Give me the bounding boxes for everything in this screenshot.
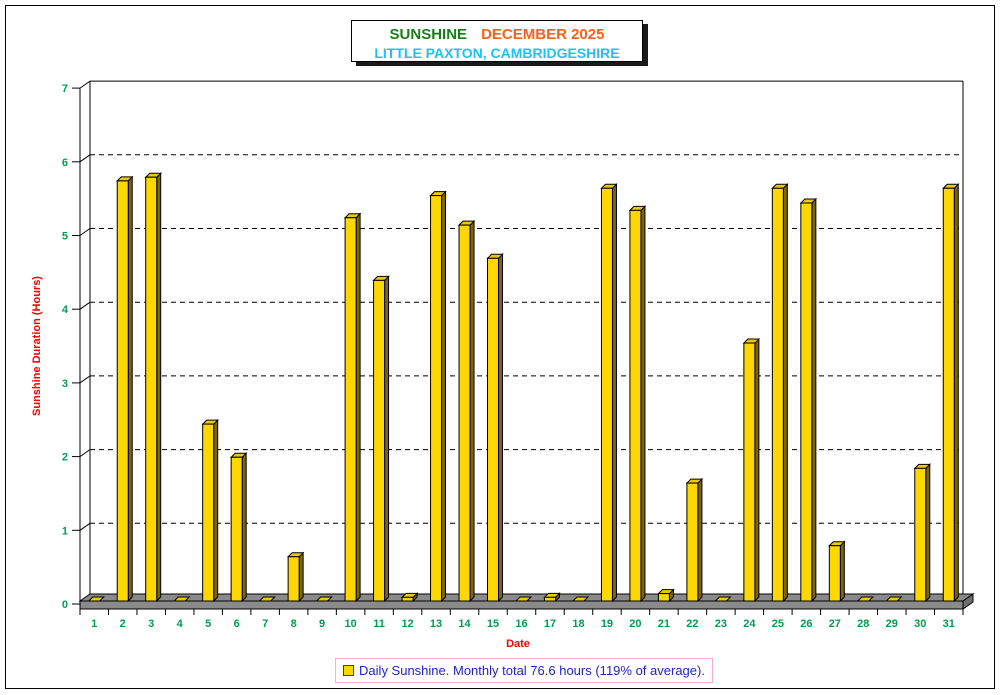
chart-legend: Daily Sunshine. Monthly total 76.6 hours… [335, 658, 713, 683]
bar-day-12 [400, 592, 419, 603]
x-tick-25: 25 [772, 618, 784, 630]
bar-day-1 [87, 596, 105, 602]
x-tick-4: 4 [177, 618, 184, 630]
x-tick-8: 8 [291, 618, 297, 630]
y-tick-0: 0 [62, 599, 68, 611]
x-tick-15: 15 [487, 618, 499, 630]
x-tick-7: 7 [262, 618, 268, 630]
bar-day-20 [628, 205, 647, 603]
bar-day-25 [771, 183, 789, 603]
title-sunshine: SUNSHINE [389, 26, 468, 43]
x-tick-22: 22 [686, 618, 698, 630]
bar-day-2 [116, 175, 134, 603]
bar-day-22 [685, 477, 704, 603]
x-tick-13: 13 [430, 618, 442, 630]
x-tick-21: 21 [658, 618, 670, 630]
x-tick-14: 14 [458, 618, 471, 630]
bar-day-7 [258, 596, 276, 602]
bar-day-6 [229, 452, 248, 603]
bars [87, 172, 960, 603]
chart-title-box: SUNSHINE DECEMBER 2025 LITTLE PAXTON, CAM… [351, 20, 643, 62]
x-tick-31: 31 [943, 618, 955, 630]
chart-title-line1: SUNSHINE DECEMBER 2025 [352, 26, 642, 43]
axes [72, 80, 964, 615]
bar-day-28 [856, 596, 875, 602]
x-tick-26: 26 [800, 618, 812, 630]
bar-day-26 [799, 197, 818, 603]
x-axis-title: Date [506, 638, 530, 650]
bar-day-24 [742, 337, 761, 603]
x-tick-12: 12 [401, 618, 413, 630]
x-tick-20: 20 [629, 618, 641, 630]
plot-walls [89, 80, 964, 597]
gridlines [90, 154, 963, 524]
bar-day-13 [429, 190, 447, 603]
y-tick-3: 3 [62, 378, 68, 390]
title-month-year: DECEMBER 2025 [481, 26, 605, 43]
x-tick-17: 17 [544, 618, 556, 630]
bar-day-17 [543, 592, 561, 603]
bar-day-3 [144, 172, 162, 603]
bar-day-19 [600, 183, 618, 603]
x-tick-2: 2 [120, 618, 126, 630]
x-tick-27: 27 [829, 618, 841, 630]
x-tick-16: 16 [515, 618, 527, 630]
x-tick-23: 23 [715, 618, 727, 630]
x-tick-1: 1 [91, 618, 97, 630]
x-tick-19: 19 [601, 618, 613, 630]
y-tick-4: 4 [62, 304, 69, 316]
y-tick-1: 1 [62, 525, 68, 537]
bar-day-31 [942, 183, 960, 603]
x-tick-30: 30 [914, 618, 926, 630]
bar-day-14 [457, 219, 476, 603]
title-location: LITTLE PAXTON, CAMBRIDGESHIRE [374, 45, 620, 61]
y-axis-title: Sunshine Duration (Hours) [31, 276, 43, 416]
bar-day-16 [514, 596, 533, 602]
x-tick-18: 18 [572, 618, 584, 630]
x-tick-29: 29 [886, 618, 898, 630]
y-tick-6: 6 [62, 157, 68, 169]
bar-day-18 [571, 596, 590, 602]
y-tick-7: 7 [62, 83, 68, 95]
legend-label: Daily Sunshine. Monthly total 76.6 hours… [359, 663, 705, 678]
bar-day-5 [201, 418, 219, 603]
x-tick-11: 11 [373, 618, 385, 630]
bar-day-8 [286, 551, 305, 603]
bar-day-27 [828, 540, 846, 603]
x-tick-28: 28 [857, 618, 869, 630]
bar-day-15 [486, 253, 504, 603]
bar-day-29 [885, 596, 903, 602]
bar-day-21 [657, 588, 675, 603]
bar-day-11 [372, 275, 390, 603]
x-tick-24: 24 [743, 618, 756, 630]
x-tick-9: 9 [319, 618, 325, 630]
bar-day-30 [913, 463, 931, 603]
legend-swatch-icon [343, 665, 355, 676]
x-tick-3: 3 [148, 618, 154, 630]
bar-day-9 [315, 596, 333, 602]
bar-day-4 [172, 596, 191, 602]
y-tick-2: 2 [62, 452, 68, 464]
x-tick-10: 10 [344, 618, 356, 630]
bar-day-23 [714, 596, 732, 602]
x-tick-5: 5 [205, 618, 211, 630]
y-tick-5: 5 [62, 231, 68, 243]
bar-day-10 [343, 212, 362, 603]
x-tick-6: 6 [234, 618, 240, 630]
